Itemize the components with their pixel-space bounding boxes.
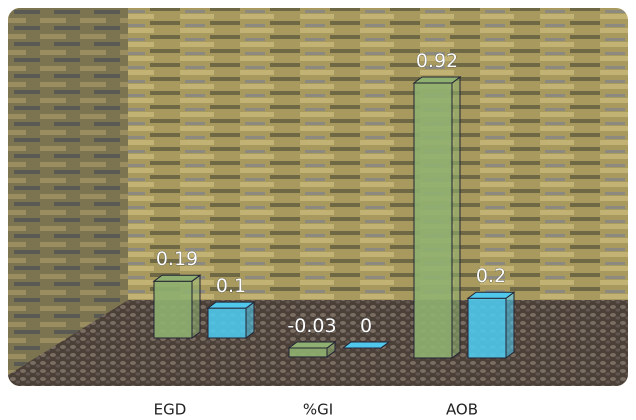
bar bbox=[153, 280, 193, 339]
bar-top bbox=[412, 76, 462, 84]
data-label: -0.03 bbox=[287, 315, 336, 337]
bars bbox=[152, 76, 516, 359]
bar-top bbox=[287, 341, 337, 349]
room bbox=[8, 8, 628, 386]
bar-side bbox=[505, 291, 515, 359]
data-label: 0 bbox=[360, 315, 372, 337]
data-label: 0.92 bbox=[416, 50, 458, 72]
bar-side bbox=[451, 76, 461, 359]
data-label: 0.2 bbox=[476, 265, 506, 287]
x-tick-label: EGD bbox=[154, 401, 187, 419]
bar bbox=[207, 307, 247, 339]
data-label: 0.19 bbox=[156, 248, 198, 270]
bar-top bbox=[466, 291, 516, 299]
labels: EGD 0.19 0.1 %GI -0.03 0 AOB 0.92 0.2 bbox=[154, 50, 507, 419]
bar bbox=[288, 347, 328, 358]
bar bbox=[413, 82, 453, 359]
bar-top bbox=[152, 274, 202, 282]
x-tick-label: %GI bbox=[303, 401, 333, 419]
left-wall bbox=[8, 8, 128, 380]
data-label: 0.1 bbox=[216, 275, 246, 297]
bar-side bbox=[191, 274, 201, 339]
x-tick-label: AOB bbox=[446, 401, 478, 419]
bar bbox=[467, 297, 507, 359]
bar-top bbox=[206, 301, 256, 309]
bar-top bbox=[341, 341, 391, 349]
